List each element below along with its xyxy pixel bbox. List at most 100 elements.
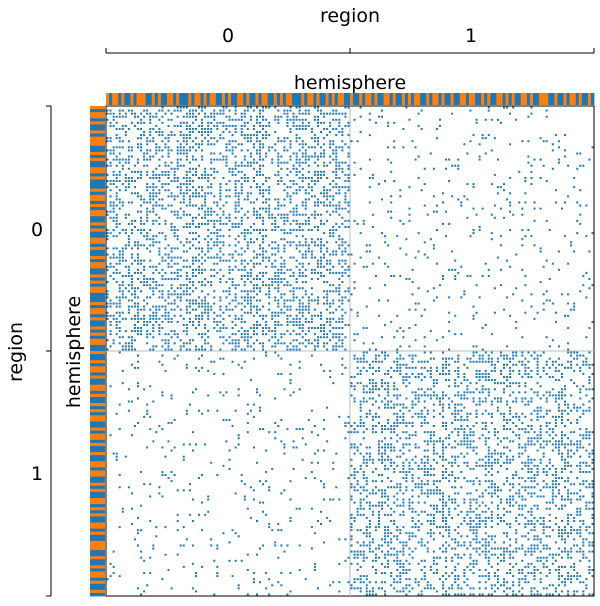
edge-point <box>377 421 380 424</box>
top-band-cell <box>261 93 265 105</box>
edge-point <box>130 121 133 124</box>
edge-point <box>466 446 469 449</box>
edge-point <box>457 409 460 412</box>
edge-point <box>124 134 127 137</box>
edge-point <box>127 146 130 149</box>
top-band-cell <box>151 93 156 105</box>
edge-point <box>249 299 252 302</box>
edge-point <box>246 198 249 201</box>
edge-point <box>478 360 481 363</box>
edge-point <box>564 425 567 428</box>
edge-point <box>472 391 475 394</box>
edge-point <box>475 213 478 216</box>
edge-point <box>509 458 512 461</box>
edge-point <box>161 173 164 176</box>
edge-point <box>402 363 405 366</box>
edge-point <box>167 164 170 167</box>
edge-point <box>454 446 457 449</box>
top-band-cell <box>212 93 217 105</box>
edge-point <box>167 320 170 323</box>
edge-point <box>127 161 130 164</box>
edge-point <box>582 164 585 167</box>
edge-point <box>530 376 533 379</box>
edge-point <box>277 247 280 250</box>
edge-point <box>176 115 179 118</box>
edge-point <box>289 308 292 311</box>
edge-point <box>234 189 237 192</box>
edge-point <box>124 189 127 192</box>
edge-point <box>524 176 527 179</box>
edge-point <box>188 134 191 137</box>
left-band-cell <box>90 360 105 364</box>
edge-point <box>277 372 280 375</box>
edge-point <box>524 311 527 314</box>
edge-point <box>265 210 268 213</box>
edge-point <box>268 207 271 210</box>
edge-point <box>396 366 399 369</box>
edge-point <box>310 271 313 274</box>
edge-point <box>259 271 262 274</box>
edge-point <box>551 302 554 305</box>
edge-point <box>414 461 417 464</box>
edge-point <box>268 339 271 342</box>
edge-point <box>121 164 124 167</box>
edge-point <box>408 219 411 222</box>
edge-point <box>493 382 496 385</box>
edge-point <box>222 241 225 244</box>
edge-point <box>265 124 268 127</box>
edge-point <box>170 317 173 320</box>
edge-point <box>204 106 207 109</box>
left-band-cell <box>90 568 105 572</box>
edge-point <box>551 437 554 440</box>
edge-point <box>564 149 567 152</box>
edge-point <box>234 446 237 449</box>
edge-point <box>475 409 478 412</box>
edge-point <box>499 284 502 287</box>
edge-point <box>161 296 164 299</box>
edge-point <box>289 198 292 201</box>
edge-point <box>164 342 167 345</box>
edge-point <box>326 210 329 213</box>
edge-point <box>109 121 112 124</box>
edge-point <box>591 320 594 323</box>
edge-point <box>194 366 197 369</box>
edge-point <box>191 192 194 195</box>
edge-point <box>493 363 496 366</box>
edge-point <box>268 290 271 293</box>
edge-point <box>408 366 411 369</box>
edge-point <box>222 121 225 124</box>
edge-point <box>149 229 152 232</box>
edge-point <box>222 327 225 330</box>
edge-point <box>576 363 579 366</box>
edge-point <box>338 278 341 281</box>
edge-point <box>185 180 188 183</box>
edge-point <box>429 434 432 437</box>
edge-point <box>481 464 484 467</box>
edge-point <box>228 219 231 222</box>
edge-point <box>371 470 374 473</box>
edge-point <box>219 330 222 333</box>
edge-point <box>176 247 179 250</box>
edge-point <box>313 299 316 302</box>
edge-point <box>161 256 164 259</box>
edge-point <box>344 311 347 314</box>
left-band-cell <box>90 586 105 591</box>
edge-point <box>295 281 298 284</box>
edge-point <box>448 406 451 409</box>
edge-point <box>173 124 176 127</box>
left-band-cell <box>90 482 105 487</box>
edge-point <box>173 235 176 238</box>
edge-point <box>344 112 347 115</box>
edge-point <box>344 348 347 351</box>
edge-point <box>295 265 298 268</box>
edge-point <box>341 186 344 189</box>
edge-point <box>469 235 472 238</box>
edge-point <box>332 299 335 302</box>
edge-point <box>167 296 170 299</box>
edge-point <box>323 256 326 259</box>
edge-point <box>194 302 197 305</box>
edge-point <box>423 241 426 244</box>
edge-point <box>338 112 341 115</box>
edge-point <box>399 403 402 406</box>
edge-point <box>249 186 252 189</box>
